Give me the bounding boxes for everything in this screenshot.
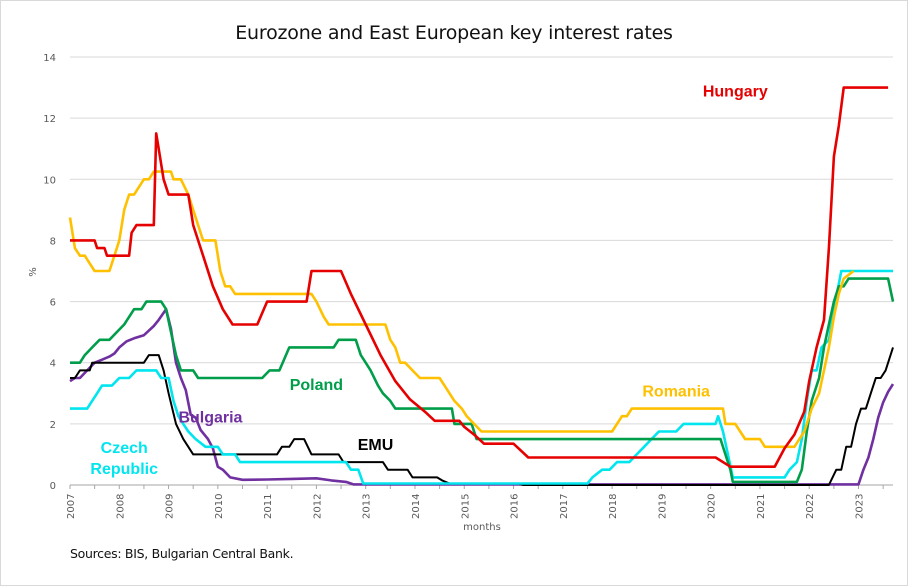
series-labels: Bulgaria EMU Czech Republic Poland Romania Hun… (90, 84, 767, 478)
y-tick-label: 4 (50, 359, 56, 370)
x-axis-title: months (463, 522, 501, 533)
x-tick-label: 2008 (115, 494, 126, 519)
y-tick-label: 0 (50, 481, 56, 492)
x-tick-label: 2018 (608, 494, 619, 519)
x-tick-label: 2020 (707, 494, 718, 519)
x-tick-label: 2013 (362, 494, 373, 519)
series-line-romania (68, 170, 855, 449)
x-tick-label: 2016 (510, 494, 521, 519)
series-line-czech-republic (70, 269, 893, 485)
x-tick-label: 2015 (460, 494, 471, 519)
series-label-poland: Poland (290, 377, 343, 394)
x-tick-label: 2009 (165, 494, 176, 519)
x-tick-label: 2014 (411, 494, 422, 519)
x-tick-label: 2017 (559, 494, 570, 519)
x-tick-label: 2011 (263, 494, 274, 519)
series-label-bulgaria: Bulgaria (178, 409, 242, 426)
x-axis: 2007 2008 2009 2010 2011 2012 2013 2014 2015 2016… (66, 484, 893, 519)
series-line-bulgaria (69, 307, 895, 486)
series-lines (68, 86, 895, 486)
series-label-czech-republic: Czech Republic (90, 440, 158, 478)
x-tick-label: 2019 (657, 494, 668, 519)
y-tick-label: 8 (50, 236, 56, 247)
series-line-poland (70, 277, 895, 484)
y-tick-label: 10 (43, 175, 56, 186)
series-line-hungary (70, 86, 889, 468)
x-tick-label: 2012 (312, 494, 323, 519)
y-tick-label: 2 (50, 420, 56, 431)
x-tick-label: 2022 (805, 494, 816, 519)
x-tick-label: 2007 (66, 494, 77, 519)
series-label-romania: Romania (642, 383, 710, 400)
gridlines (70, 56, 893, 425)
source-note: Sources: BIS, Bulgarian Central Bank. (70, 546, 294, 561)
y-tick-label: 6 (50, 298, 56, 309)
chart-title: Eurozone and East European key interest … (235, 22, 673, 44)
y-tick-label: 14 (43, 53, 56, 64)
x-tick-label: 2021 (756, 494, 767, 519)
series-label-hungary: Hungary (703, 84, 768, 101)
series-line-emu (70, 347, 894, 486)
y-axis-ticks: 0 2 4 6 8 10 12 14 (43, 53, 56, 492)
x-tick-label: 2023 (855, 494, 866, 519)
y-tick-label: 12 (43, 114, 56, 125)
x-tick-label: 2010 (214, 494, 225, 519)
series-label-emu: EMU (358, 437, 394, 454)
y-axis-title: % (28, 267, 39, 277)
